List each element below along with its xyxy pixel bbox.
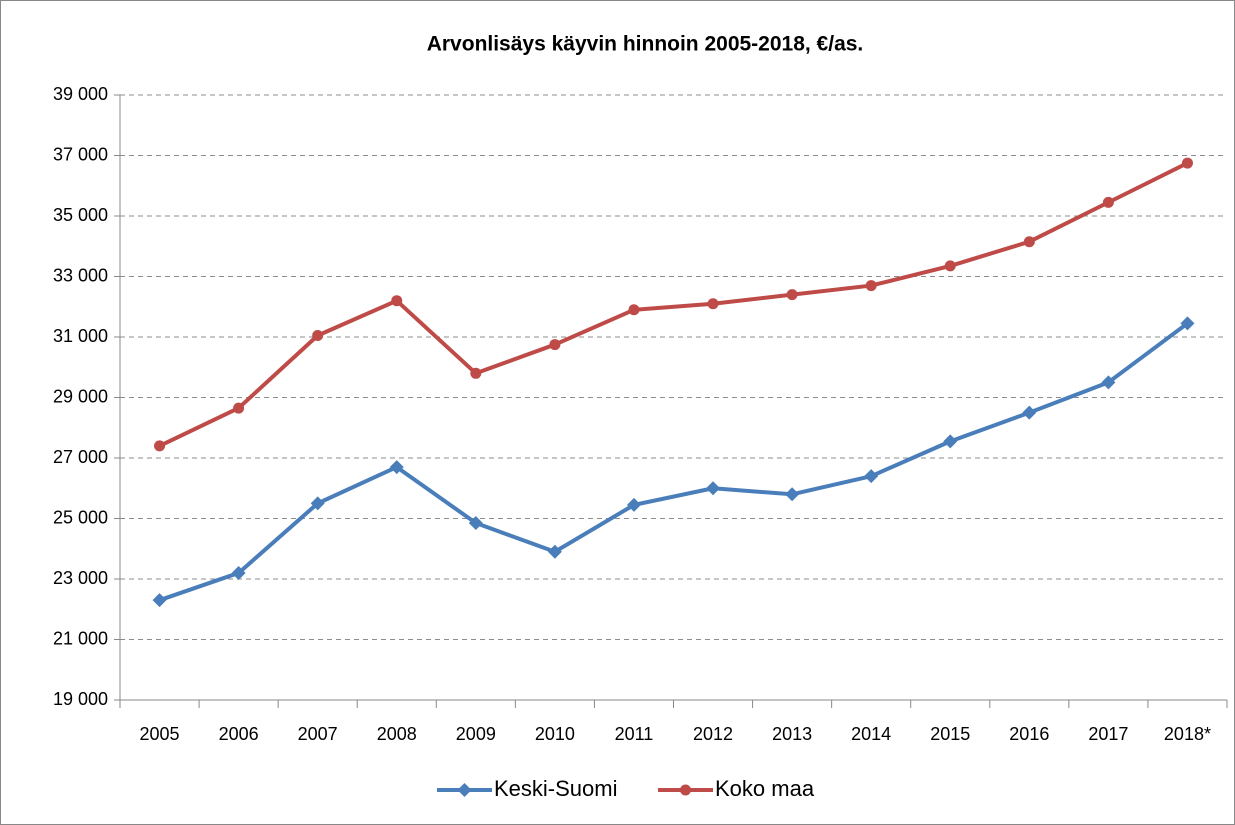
x-tick-label: 2008 (377, 724, 417, 744)
x-tick-label: 2018* (1164, 724, 1211, 744)
y-tick-label: 29 000 (53, 386, 108, 406)
point (549, 339, 561, 351)
point (707, 298, 719, 310)
legend-marker (457, 783, 472, 797)
y-tick-label: 39 000 (53, 84, 108, 104)
point (864, 469, 879, 484)
point (233, 402, 245, 414)
y-tick-label: 33 000 (53, 265, 108, 285)
series-line (158, 321, 1189, 603)
point (312, 329, 324, 341)
point (785, 487, 800, 502)
point (1181, 157, 1193, 169)
legend-label: Koko maa (715, 776, 815, 801)
point (152, 593, 167, 608)
legend-marker (680, 784, 691, 796)
y-tick-label: 31 000 (53, 326, 108, 346)
x-tick-label: 2014 (851, 724, 891, 744)
point (944, 260, 956, 272)
point (389, 460, 404, 475)
x-tick-label: 2011 (615, 724, 654, 744)
point (786, 289, 798, 301)
chart-title: Arvonlisäys käyvin hinnoin 2005-2018, €/… (427, 33, 864, 56)
point (943, 434, 958, 449)
y-tick-label: 35 000 (53, 205, 108, 225)
point (626, 497, 641, 512)
x-tick-label: 2007 (298, 724, 338, 744)
x-tick-label: 2005 (140, 724, 180, 744)
x-tick-label: 2006 (219, 724, 259, 744)
point (468, 516, 483, 531)
point (1180, 316, 1195, 331)
x-tick-label: 2012 (693, 724, 733, 744)
y-tick-label: 27 000 (53, 447, 108, 467)
point (1023, 236, 1035, 248)
series-line (158, 161, 1189, 448)
point (1102, 196, 1114, 208)
x-tick-label: 2009 (456, 724, 496, 744)
y-tick-label: 37 000 (53, 144, 108, 164)
point (1022, 405, 1037, 420)
legend-label: Keski-Suomi (494, 776, 617, 801)
x-tick-label: 2010 (535, 724, 575, 744)
point (154, 440, 166, 452)
y-tick-label: 21 000 (53, 628, 108, 648)
y-tick-label: 25 000 (53, 507, 108, 527)
x-tick-label: 2015 (930, 724, 970, 744)
point (310, 496, 325, 511)
point (865, 280, 877, 292)
point (1101, 375, 1116, 390)
point (391, 295, 403, 307)
point (231, 565, 246, 580)
point (706, 481, 721, 496)
point (628, 304, 640, 316)
x-tick-label: 2017 (1088, 724, 1128, 744)
y-tick-label: 23 000 (53, 568, 108, 588)
y-tick-label: 19 000 (53, 689, 108, 709)
x-tick-label: 2016 (1009, 724, 1049, 744)
point (470, 367, 482, 379)
x-tick-label: 2013 (772, 724, 812, 744)
point (547, 544, 562, 559)
